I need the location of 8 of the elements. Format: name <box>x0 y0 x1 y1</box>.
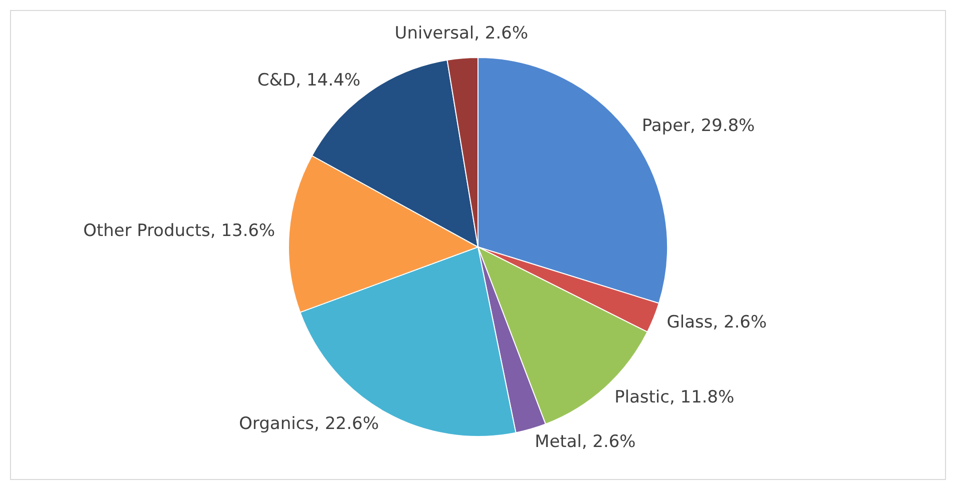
slice-label: Paper, 29.8% <box>642 116 755 136</box>
slice-label: Metal, 2.6% <box>534 432 636 452</box>
slice-label: C&D, 14.4% <box>257 70 360 90</box>
slice-label: Glass, 2.6% <box>666 312 767 333</box>
slice-label: Universal, 2.6% <box>394 24 528 44</box>
slice-label: Other Products, 13.6% <box>83 221 276 242</box>
slice-label: Plastic, 11.8% <box>614 387 734 408</box>
slice-label: Organics, 22.6% <box>239 414 379 434</box>
